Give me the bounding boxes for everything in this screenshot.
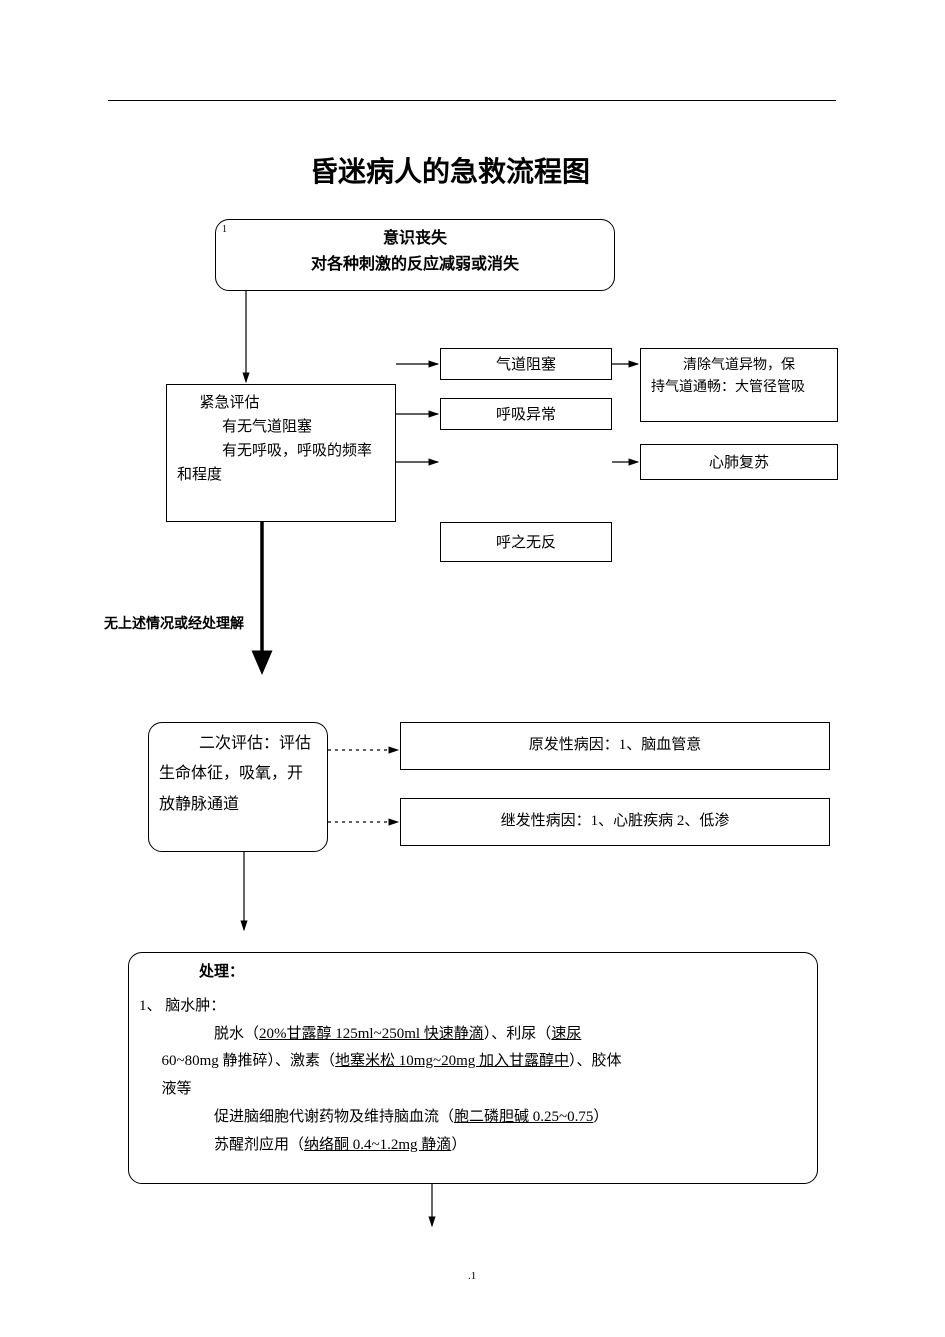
treat-line: 1、 脑水肿： — [139, 993, 807, 1021]
t: ） — [593, 1109, 608, 1125]
node-line: 原发性病因：1、脑血管意 — [411, 729, 819, 757]
node-line: 紧急评估 — [177, 391, 385, 415]
treat-header: 处理： — [139, 959, 807, 987]
t: 纳络酮 0.4~1.2mg 静滴 — [304, 1137, 451, 1153]
treat-line: 促进脑细胞代谢药物及维持脑血流（胞二磷胆碱 0.25~0.75） — [139, 1104, 807, 1132]
node-line: 气道阻塞 — [496, 357, 556, 373]
treat-line: 60~80mg 静推碎）、激素（地塞米松 10mg~20mg 加入甘露醇中）、胶… — [139, 1048, 807, 1076]
t: 脱水（ — [214, 1026, 259, 1042]
page-top-rule — [108, 100, 836, 101]
node-primary-cause: 原发性病因：1、脑血管意 — [400, 722, 830, 770]
page-number: .1 — [468, 1270, 476, 1282]
node-line: 持气道通畅：大管径管吸 — [651, 377, 827, 399]
node-clear-airway: 清除气道异物，保 持气道通畅：大管径管吸 — [640, 348, 838, 422]
t: 速尿 — [551, 1026, 581, 1042]
t: ） — [451, 1137, 466, 1153]
page-title: 昏迷病人的急救流程图 — [310, 150, 590, 190]
node-line: 意识丧失 — [226, 226, 604, 252]
node-treatment: 处理： 1、 脑水肿： 脱水（20%甘露醇 125ml~250ml 快速静滴）、… — [128, 952, 818, 1184]
t: 20%甘露醇 125ml~250ml 快速静滴 — [259, 1026, 484, 1042]
treat-line: 苏醒剂应用（纳络酮 0.4~1.2mg 静滴） — [139, 1132, 807, 1160]
node-line: 有无气道阻塞 — [177, 415, 385, 439]
node-second-assess: 二次评估：评估生命体征，吸氧，开放静脉通道 — [148, 722, 328, 852]
node-line: 呼吸异常 — [496, 407, 556, 423]
label-no-above: 无上述情况或经处理解 — [104, 614, 244, 635]
node-secondary-cause: 继发性病因：1、心脏疾病 2、低渗 — [400, 798, 830, 846]
small-index: 1 — [222, 222, 227, 238]
t: 促进脑细胞代谢药物及维持脑血流（ — [214, 1109, 454, 1125]
node-airway-block: 气道阻塞 — [440, 348, 612, 380]
node-line: 和程度 — [177, 463, 385, 487]
node-line: 心肺复苏 — [709, 455, 769, 471]
t: ）、利尿（ — [484, 1026, 552, 1042]
t: 地塞米松 10mg~20mg 加入甘露醇中 — [335, 1053, 569, 1069]
node-cpr: 心肺复苏 — [640, 444, 838, 480]
treat-line: 脱水（20%甘露醇 125ml~250ml 快速静滴）、利尿（速尿 — [139, 1021, 807, 1049]
t: 60~80mg 静推碎）、激素（ — [162, 1053, 336, 1069]
node-emergency-assess: 紧急评估 有无气道阻塞 有无呼吸，呼吸的频率 和程度 — [166, 384, 396, 522]
node-no-response: 呼之无反 — [440, 522, 612, 562]
node-line: 对各种刺激的反应减弱或消失 — [226, 252, 604, 278]
t: 胞二磷胆碱 0.25~0.75 — [454, 1109, 593, 1125]
t: 苏醒剂应用（ — [214, 1137, 304, 1153]
treat-line: 液等 — [139, 1076, 807, 1104]
t: ）、胶体 — [569, 1053, 622, 1069]
node-line: 清除气道异物，保 — [651, 355, 827, 377]
node-line: 呼之无反 — [496, 535, 556, 551]
node-consciousness-loss: 1 意识丧失 对各种刺激的反应减弱或消失 — [215, 219, 615, 291]
node-line: 有无呼吸，呼吸的频率 — [177, 439, 385, 463]
node-line: 继发性病因：1、心脏疾病 2、低渗 — [411, 805, 819, 833]
node-breath-abnormal: 呼吸异常 — [440, 398, 612, 430]
node-line: 二次评估：评估生命体征，吸氧，开放静脉通道 — [159, 729, 317, 820]
